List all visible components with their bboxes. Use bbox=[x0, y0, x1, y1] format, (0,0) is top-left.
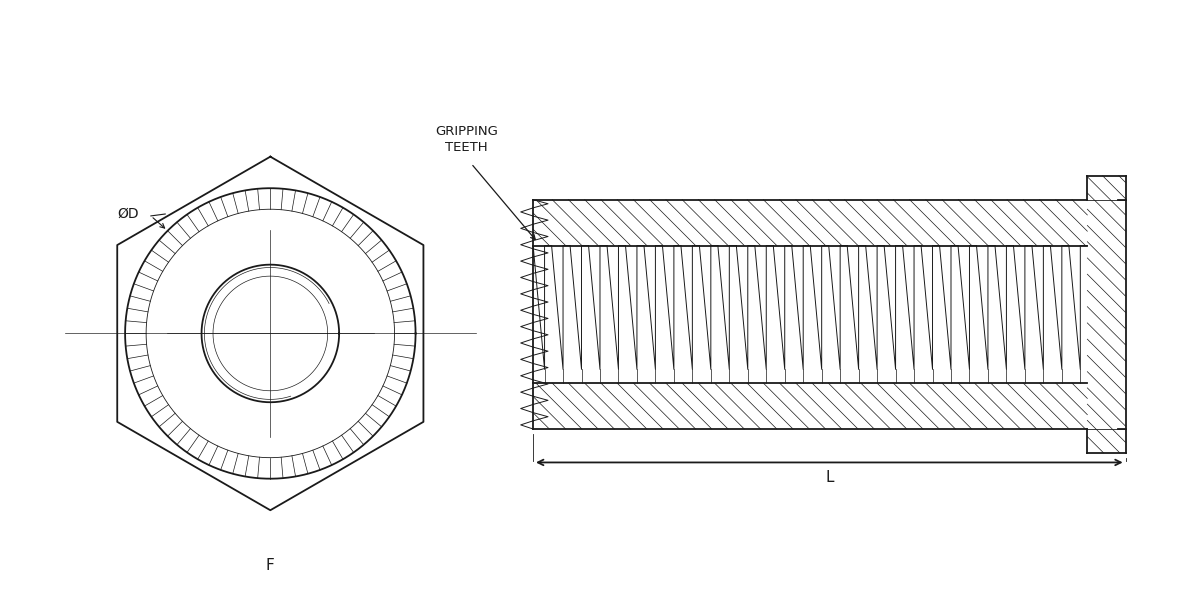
Text: ØD: ØD bbox=[118, 207, 139, 221]
Text: GRIPPING
TEETH: GRIPPING TEETH bbox=[434, 125, 498, 154]
Text: L: L bbox=[826, 470, 834, 485]
Text: F: F bbox=[266, 558, 275, 573]
